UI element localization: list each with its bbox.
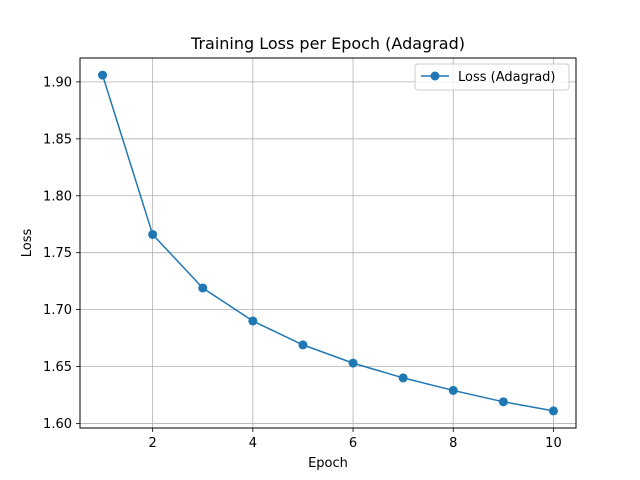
plot-area-frame <box>79 57 577 429</box>
legend-label: Loss (Adagrad) <box>458 70 556 85</box>
y-tick-label: 1.90 <box>43 75 72 90</box>
legend-box <box>414 63 570 91</box>
data-point <box>548 406 558 416</box>
x-axis-title: Epoch <box>308 456 348 471</box>
data-point <box>448 385 458 395</box>
legend-marker-swatch <box>430 71 440 81</box>
x-tick-label: 2 <box>149 436 157 451</box>
x-tick-label: 6 <box>349 436 357 451</box>
x-tick-label: 8 <box>449 436 457 451</box>
y-tick-label: 1.75 <box>43 246 72 261</box>
y-tick-label: 1.80 <box>43 189 72 204</box>
data-point <box>198 283 208 293</box>
series-layer <box>98 70 558 416</box>
x-tick-label: 10 <box>545 436 562 451</box>
data-point <box>248 316 258 326</box>
y-tick-label: 1.85 <box>43 132 72 147</box>
y-tick-label: 1.70 <box>43 303 72 318</box>
plot-area-background <box>80 58 576 428</box>
y-tick-label: 1.60 <box>43 417 72 432</box>
chart-title: Training Loss per Epoch (Adagrad) <box>190 34 465 53</box>
y-tick-label: 1.65 <box>43 360 72 375</box>
data-point <box>98 70 108 80</box>
data-point <box>398 373 408 383</box>
grid <box>80 58 576 428</box>
data-point <box>298 340 308 350</box>
legend: Loss (Adagrad) <box>414 63 570 91</box>
ticks: 2 4 6 8 10 1.60 1.65 1.70 1.75 1.80 1.85 1.90 <box>43 75 562 451</box>
data-point <box>498 397 508 407</box>
data-point <box>148 229 158 239</box>
x-tick-label: 4 <box>249 436 257 451</box>
series-line <box>101 74 554 412</box>
y-axis-title: Loss <box>20 229 35 258</box>
data-point <box>348 358 358 368</box>
